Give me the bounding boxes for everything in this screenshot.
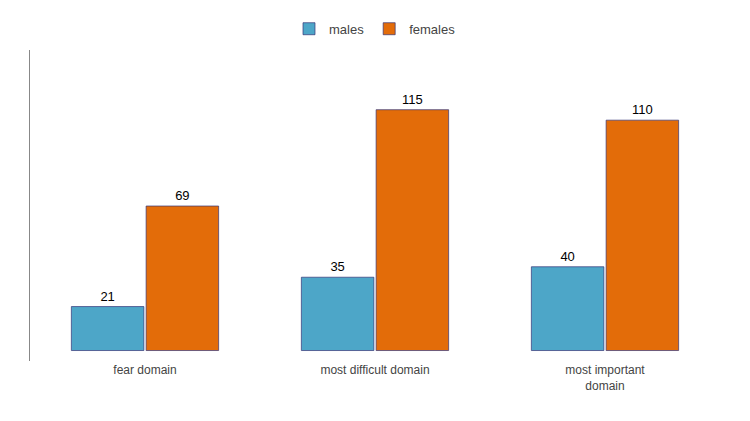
svg-text:115: 115 bbox=[402, 92, 423, 107]
svg-text:35: 35 bbox=[330, 259, 344, 274]
svg-text:fear domain: fear domain bbox=[113, 363, 176, 377]
svg-text:most difficult domain: most difficult domain bbox=[320, 363, 429, 377]
svg-text:21: 21 bbox=[100, 289, 114, 304]
svg-text:females: females bbox=[409, 22, 455, 37]
svg-text:males: males bbox=[329, 22, 364, 37]
svg-text:69: 69 bbox=[175, 188, 189, 203]
svg-text:most importantdomain: most importantdomain bbox=[565, 363, 645, 393]
svg-text:110: 110 bbox=[632, 102, 653, 117]
svg-text:40: 40 bbox=[560, 249, 574, 264]
